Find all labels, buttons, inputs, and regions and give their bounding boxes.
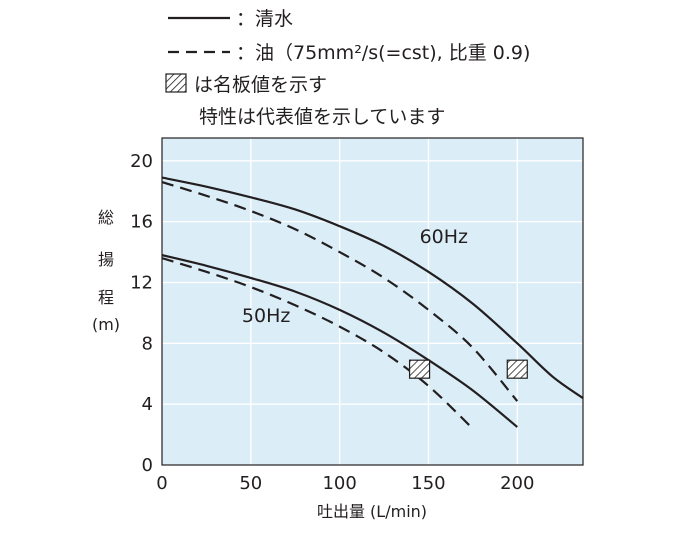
legend-note: 特性は代表値を示しています: [199, 106, 445, 128]
plot-background: [162, 138, 583, 465]
grid-lines: [162, 138, 583, 465]
curves: [162, 176, 583, 428]
rated-points: [408, 359, 528, 379]
curve-50Hz-solid: [162, 254, 518, 428]
y-tick-label-12: 12: [130, 272, 153, 293]
y-tick-label-16: 16: [130, 212, 153, 233]
x-tick-label-150: 150: [411, 473, 445, 494]
x-tick-label-50: 50: [239, 473, 262, 494]
curve-label-50Hz: 50Hz: [242, 305, 290, 327]
y-axis-label-part-0: 総: [98, 208, 114, 227]
legend-hatch-swatch: [165, 73, 187, 93]
y-axis-label-part-3: (m): [92, 315, 120, 334]
rated-point-marker-50Hz: [408, 359, 431, 379]
x-tick-label-100: 100: [322, 473, 356, 494]
curve-labels: 60Hz 50Hz: [242, 226, 468, 327]
legend-dashed-label: ：油（75mm²/s(=cst), 比重 0.9): [236, 42, 530, 64]
rated-point-marker-60Hz: [506, 359, 528, 379]
plot-frame: [161, 137, 584, 466]
y-axis-ticks: 0 4 8 12 16 20: [130, 151, 153, 476]
y-tick-label-8: 8: [142, 333, 153, 354]
x-tick-label-200: 200: [500, 473, 534, 494]
curve-50Hz-dashed: [162, 257, 472, 428]
curve-60Hz-solid: [162, 176, 583, 399]
legend-solid-label: ：清水: [236, 8, 293, 30]
y-axis-label: 総揚程 (m): [92, 208, 120, 334]
x-axis-label: 吐出量 (L/min): [317, 502, 427, 521]
y-axis-label-part-2: 程: [98, 288, 114, 307]
y-tick-label-4: 4: [142, 394, 153, 415]
y-tick-label-0: 0: [142, 455, 153, 476]
curve-label-60Hz: 60Hz: [420, 226, 468, 248]
legend-hatch-label: は名板値を示す: [194, 74, 327, 96]
y-axis-label-part-1: 揚: [98, 250, 114, 269]
x-axis-ticks: 0 50 100 150 200: [156, 473, 534, 494]
legend: ：清水 ：油（75mm²/s(=cst), 比重 0.9) は名板値を示す 特性…: [165, 8, 530, 128]
x-tick-label-0: 0: [156, 473, 167, 494]
y-tick-label-20: 20: [130, 151, 153, 172]
curve-60Hz-dashed: [162, 181, 519, 402]
